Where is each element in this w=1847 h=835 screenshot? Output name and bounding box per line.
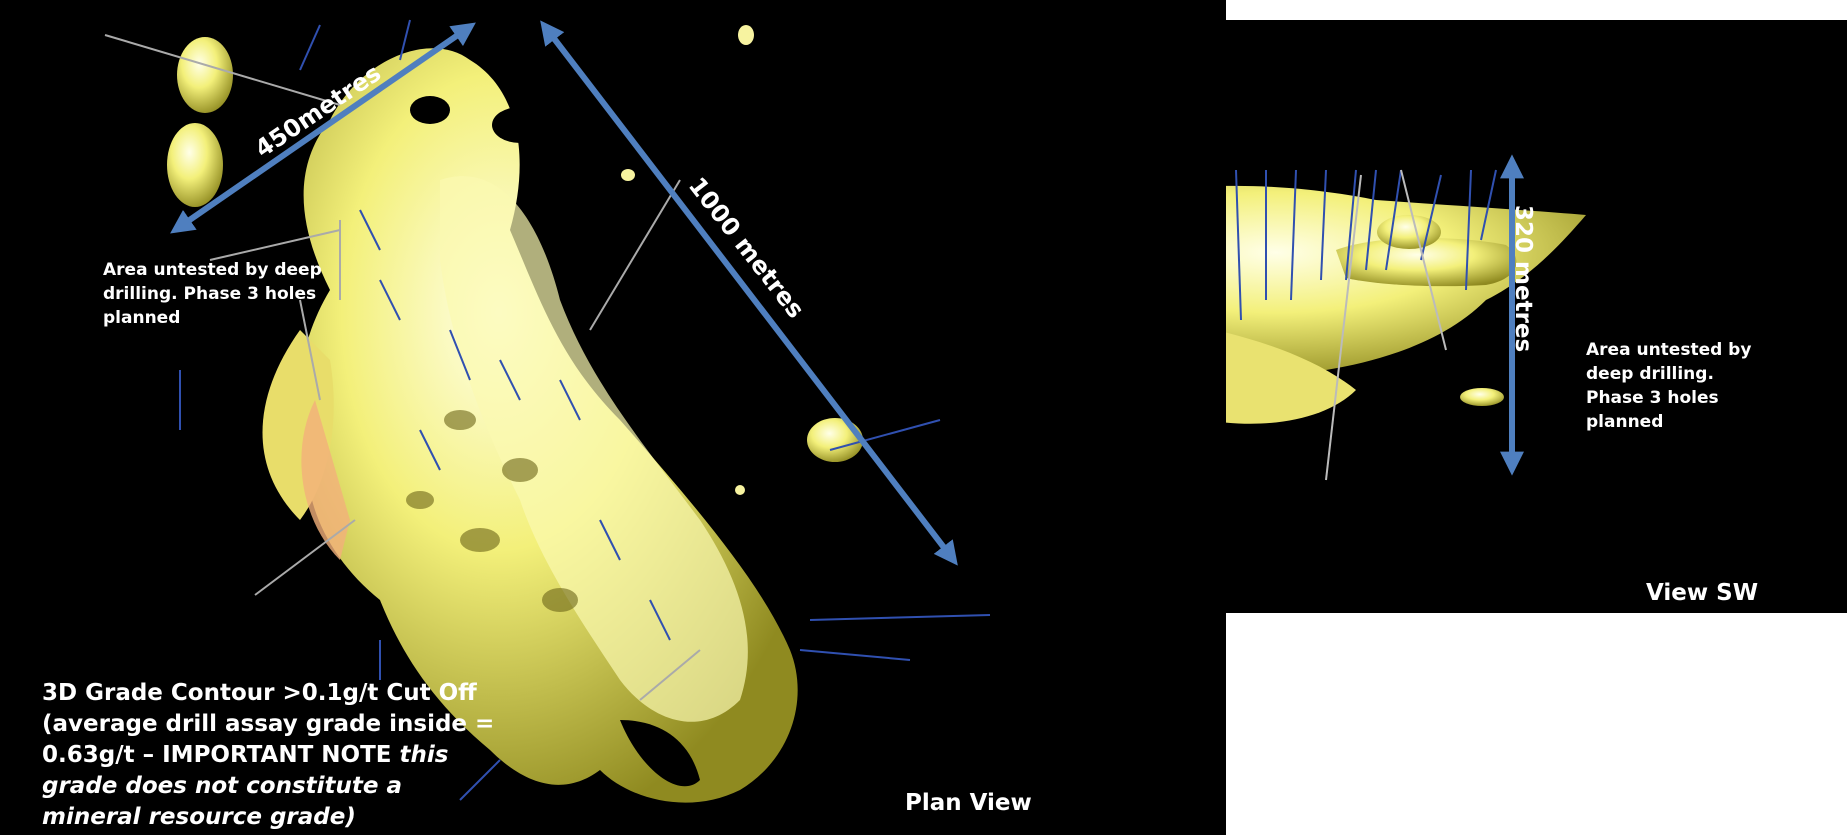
note-line: planned: [103, 308, 181, 328]
note-line: mineral resource grade): [42, 802, 502, 833]
note-text: 0.63g/t – IMPORTANT NOTE: [42, 742, 400, 768]
width-dimension-arrow: [170, 22, 476, 234]
orebody-solid: [1226, 185, 1586, 424]
grade-contour-note: 3D Grade Contour >0.1g/t Cut Off (averag…: [42, 678, 502, 833]
plan-view-panel: 450metres 1000 metres Area untested by d…: [0, 0, 1226, 835]
note-line: 3D Grade Contour >0.1g/t Cut Off: [42, 680, 477, 706]
note-line: grade does not constitute a: [42, 771, 502, 802]
plan-view-render: [104, 19, 991, 803]
note-text-italic: this: [399, 742, 449, 768]
top-white-stripe: [1226, 0, 1847, 20]
note-text-italic: grade does not constitute a: [42, 773, 403, 799]
length-dimension-arrow: [540, 20, 958, 566]
sw-view-panel: 320 metres Area untested by deep drillin…: [1226, 20, 1847, 613]
dimension-arrows: [170, 20, 958, 566]
sw-view-render: [1226, 154, 1586, 481]
plan-view-label: Plan View: [905, 790, 1032, 816]
note-line: (average drill assay grade inside =: [42, 711, 495, 737]
untested-area-note: Area untested by deep drilling. Phase 3 …: [1586, 338, 1751, 434]
note-text-italic: mineral resource grade): [42, 804, 356, 830]
note-line: planned: [1586, 412, 1664, 432]
drill-holes: [1235, 169, 1497, 481]
note-line: 0.63g/t – IMPORTANT NOTE this: [42, 740, 502, 771]
note-line: drilling. Phase 3 holes: [103, 284, 317, 304]
note-line: Phase 3 holes: [1586, 388, 1719, 408]
note-line: deep drilling.: [1586, 364, 1714, 384]
note-line: Area untested by: [1586, 340, 1752, 360]
height-dimension-label: 320 metres: [1510, 205, 1536, 353]
untested-area-note: Area untested by deep drilling. Phase 3 …: [103, 258, 322, 330]
note-line: Area untested by deep: [103, 260, 322, 280]
sw-view-label: View SW: [1646, 580, 1759, 606]
